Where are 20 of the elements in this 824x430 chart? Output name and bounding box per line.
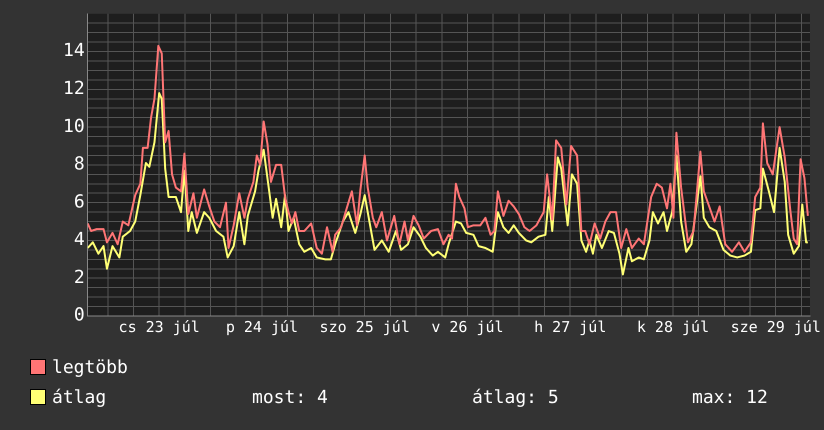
text: most: 4	[252, 386, 329, 408]
text: átlag: 5	[472, 386, 560, 408]
x-tick-label: k 28 júl	[636, 318, 710, 336]
x-tick-label: p 24 júl	[226, 318, 298, 336]
legend-label: átlag	[52, 386, 108, 408]
x-tick-label: v 26 júl	[431, 318, 504, 336]
y-tick-label: 2	[74, 266, 85, 288]
text: max: 12	[692, 386, 768, 408]
y-tick-label: 10	[62, 116, 85, 137]
y-tick-label: 14	[62, 40, 85, 62]
legend-label: legtöbb	[52, 356, 129, 378]
y-tick-label: 12	[62, 78, 85, 100]
y-tick-label: 4	[74, 229, 85, 250]
y-tick-label: 0	[74, 304, 85, 326]
y-tick-label: 6	[74, 191, 85, 212]
x-tick-label: sze 29 júl	[730, 318, 821, 336]
y-tick-label: 8	[74, 154, 85, 175]
x-tick-label: h 27 júl	[534, 318, 606, 336]
x-tick-label: cs 23 júl	[118, 318, 200, 336]
x-tick-label: szo 25 júl	[320, 318, 410, 336]
